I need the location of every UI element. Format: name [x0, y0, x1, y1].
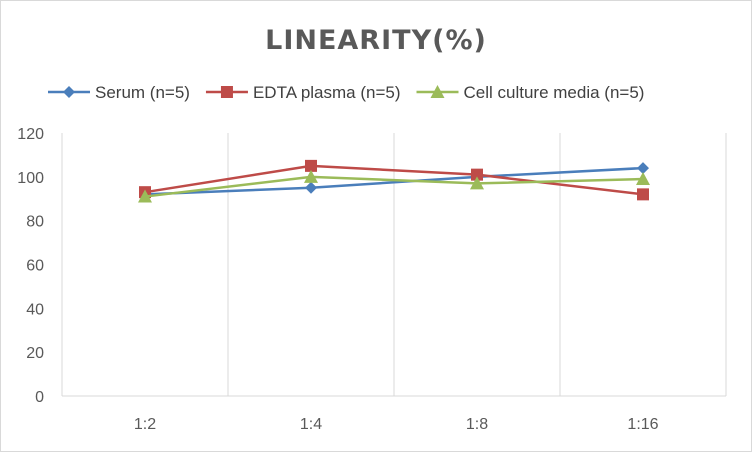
grid — [227, 133, 727, 396]
series-line — [144, 166, 644, 196]
legend-label: Cell culture media (n=5) — [464, 83, 645, 102]
series-group — [138, 159, 650, 203]
y-tick-label: 80 — [26, 214, 44, 231]
legend-item: Serum (n=5) — [48, 83, 190, 102]
data-point — [305, 181, 317, 194]
y-tick-label: 120 — [17, 126, 44, 143]
legend: Serum (n=5) EDTA plasma (n=5) Cell culture… — [48, 83, 644, 102]
series-triangle — [138, 169, 650, 203]
y-tick-label: 100 — [17, 170, 44, 187]
series-line — [144, 175, 644, 198]
legend-item: EDTA plasma (n=5) — [205, 83, 401, 102]
data-point — [470, 176, 484, 190]
data-point — [637, 162, 649, 175]
legend-label: EDTA plasma (n=5) — [253, 83, 401, 102]
data-point — [138, 189, 152, 203]
legend-label: Serum (n=5) — [95, 83, 190, 102]
y-tick-label: 40 — [26, 301, 44, 318]
x-tick-label: 1:8 — [466, 416, 488, 433]
y-tick-label: 60 — [26, 258, 44, 275]
data-point — [304, 169, 318, 183]
data-point — [636, 172, 650, 186]
legend-marker — [220, 86, 233, 98]
data-point — [471, 168, 483, 181]
series-line — [144, 164, 644, 196]
x-tick-label: 1:2 — [134, 416, 156, 433]
data-point — [305, 159, 317, 172]
legend-marker — [63, 86, 75, 98]
x-tick-label: 1:4 — [300, 416, 322, 433]
y-tick-label: 0 — [35, 389, 44, 406]
legend-item: Cell culture media (n=5) — [416, 83, 645, 102]
legend-marker — [430, 85, 445, 98]
y-tick-label: 20 — [26, 345, 44, 362]
chart-title: LINEARITY(%) — [265, 25, 487, 56]
data-point — [637, 188, 649, 201]
axes: 0 20 40 60 80 100 120 1:2 1:4 1:8 1:16 — [17, 126, 726, 433]
x-tick-label: 1:16 — [627, 416, 658, 433]
